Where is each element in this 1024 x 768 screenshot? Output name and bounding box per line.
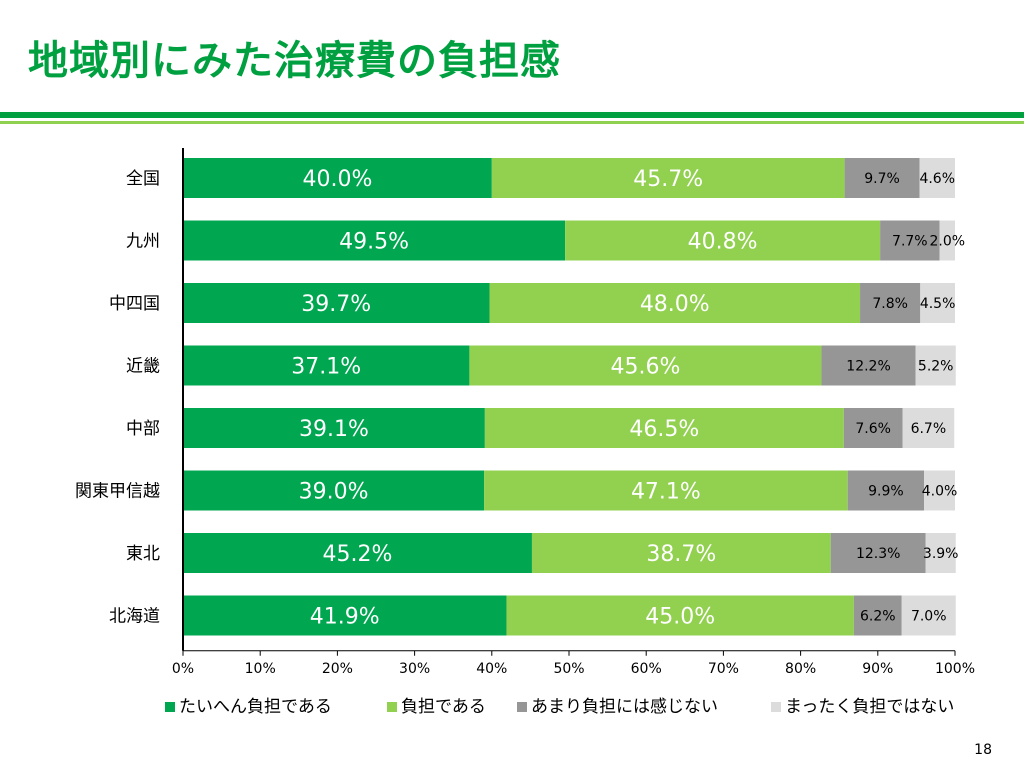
- bar-segment: [183, 283, 490, 323]
- legend-swatch: [387, 702, 397, 712]
- data-label: 38.7%: [646, 542, 716, 567]
- data-label: 6.7%: [911, 421, 947, 437]
- bar-segment: [939, 220, 955, 261]
- data-label: 4.0%: [922, 484, 958, 500]
- bar-segment: [919, 158, 955, 198]
- data-label: 7.6%: [855, 421, 891, 437]
- legend-label: 負担である: [401, 697, 486, 717]
- x-tick-label: 20%: [322, 661, 353, 677]
- bar-segment: [484, 470, 848, 511]
- bar-segment: [183, 408, 485, 448]
- x-tick-label: 100%: [935, 661, 975, 677]
- category-label: 北海道: [109, 607, 160, 627]
- bar-segment: [183, 533, 532, 573]
- page-title: 地域別にみた治療費の負担感: [28, 38, 561, 84]
- x-tick-label: 80%: [785, 661, 816, 677]
- bar-segment: [925, 533, 956, 573]
- bar-segment: [183, 158, 492, 198]
- title-divider-thick: [0, 112, 1024, 118]
- x-tick-label: 60%: [631, 661, 662, 677]
- x-tick-label: 10%: [245, 661, 276, 677]
- data-label: 4.6%: [919, 171, 955, 187]
- bar-segment: [880, 220, 940, 261]
- data-label: 9.7%: [864, 171, 900, 187]
- bar-segment: [843, 408, 903, 448]
- data-label: 4.5%: [920, 296, 956, 312]
- bar-segment: [183, 470, 485, 511]
- data-label: 45.2%: [323, 542, 393, 567]
- x-tick-label: 50%: [553, 661, 584, 677]
- data-label: 40.8%: [688, 230, 758, 255]
- category-label: 東北: [126, 544, 160, 564]
- bar-segment: [920, 283, 955, 323]
- bar-segment: [901, 595, 956, 636]
- legend-swatch: [517, 702, 527, 712]
- x-tick-label: 0%: [172, 661, 194, 677]
- bar-segment: [469, 345, 822, 386]
- bar-segment: [821, 345, 916, 386]
- data-label: 46.5%: [629, 417, 699, 442]
- category-label: 近畿: [126, 357, 160, 377]
- bar-segment: [531, 533, 831, 573]
- data-label: 7.0%: [911, 609, 947, 625]
- bar-segment: [484, 408, 844, 448]
- data-label: 3.9%: [923, 546, 959, 562]
- data-label: 41.9%: [310, 605, 380, 630]
- data-label: 39.0%: [299, 480, 369, 505]
- data-label: 45.6%: [610, 355, 680, 380]
- x-tick-label: 30%: [399, 661, 430, 677]
- x-tick-label: 90%: [862, 661, 893, 677]
- data-label: 40.0%: [302, 167, 372, 192]
- data-label: 7.7%: [892, 234, 928, 250]
- legend-label: たいへん負担である: [179, 697, 332, 717]
- category-label: 全国: [126, 169, 160, 189]
- data-label: 6.2%: [860, 609, 896, 625]
- bar-segment: [853, 595, 902, 636]
- data-label: 48.0%: [640, 292, 710, 317]
- data-label: 39.7%: [301, 292, 371, 317]
- page-number: 18: [974, 742, 992, 758]
- legend-label: まったく負担ではない: [785, 697, 954, 717]
- x-tick-label: 70%: [708, 661, 739, 677]
- data-label: 5.2%: [918, 359, 954, 375]
- bar-segment: [915, 345, 956, 386]
- data-label: 47.1%: [631, 480, 701, 505]
- data-label: 45.0%: [645, 605, 715, 630]
- bar-segment: [830, 533, 926, 573]
- bar-segment: [506, 595, 854, 636]
- bar-segment: [847, 470, 925, 511]
- data-label: 9.9%: [868, 484, 904, 500]
- data-label: 12.2%: [846, 359, 890, 375]
- bar-segment: [860, 283, 921, 323]
- bar-segment: [844, 158, 920, 198]
- bar-segment: [183, 220, 566, 261]
- title-divider-thin: [0, 121, 1024, 124]
- data-label: 49.5%: [339, 230, 409, 255]
- bar-segment: [902, 408, 955, 448]
- bar-segment: [489, 283, 861, 323]
- bar-segment: [565, 220, 881, 261]
- category-label: 中四国: [109, 294, 160, 314]
- data-label: 37.1%: [291, 355, 361, 380]
- data-label: 39.1%: [299, 417, 369, 442]
- data-label: 2.0%: [929, 234, 965, 250]
- bar-segment: [491, 158, 845, 198]
- bar-segment: [924, 470, 955, 511]
- x-tick-label: 40%: [476, 661, 507, 677]
- legend-swatch: [771, 702, 781, 712]
- bar-segment: [183, 595, 507, 636]
- data-label: 7.8%: [872, 296, 908, 312]
- data-label: 45.7%: [633, 167, 703, 192]
- category-label: 中部: [126, 419, 160, 439]
- category-label: 関東甲信越: [75, 482, 160, 502]
- category-label: 九州: [126, 232, 160, 252]
- legend-label: あまり負担には感じない: [531, 697, 718, 717]
- legend-swatch: [165, 702, 175, 712]
- bar-segment: [183, 345, 470, 386]
- data-label: 12.3%: [856, 546, 900, 562]
